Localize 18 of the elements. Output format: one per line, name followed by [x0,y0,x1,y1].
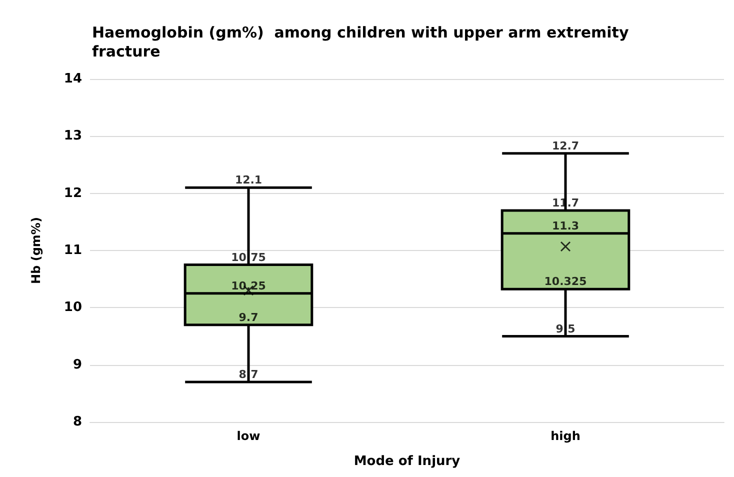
y-axis-title: Hb (gm%) [29,217,43,284]
y-tick-label: 8 [72,414,82,430]
x-axis-title: Mode of Injury [354,454,461,469]
annotation: 9.7 [238,310,258,324]
annotation: 10.25 [231,279,266,292]
annotation: 11.3 [552,219,580,232]
annotation: 10.325 [544,275,587,288]
y-tick-label: 13 [64,128,82,144]
y-tick-label: 14 [64,72,82,86]
annotation: 12.7 [552,139,580,152]
annotation: 12.1 [234,174,262,187]
y-tick-label: 9 [72,357,82,372]
y-tick-label: 10 [64,300,82,316]
x-tick-label: high [550,429,580,443]
chart-title: Haemoglobin (gm%) among children with upper arm extremity fracture [92,24,634,60]
y-tick-label: 12 [64,186,82,201]
x-tick-label: low [236,429,260,443]
y-tick-label: 11 [64,243,82,258]
